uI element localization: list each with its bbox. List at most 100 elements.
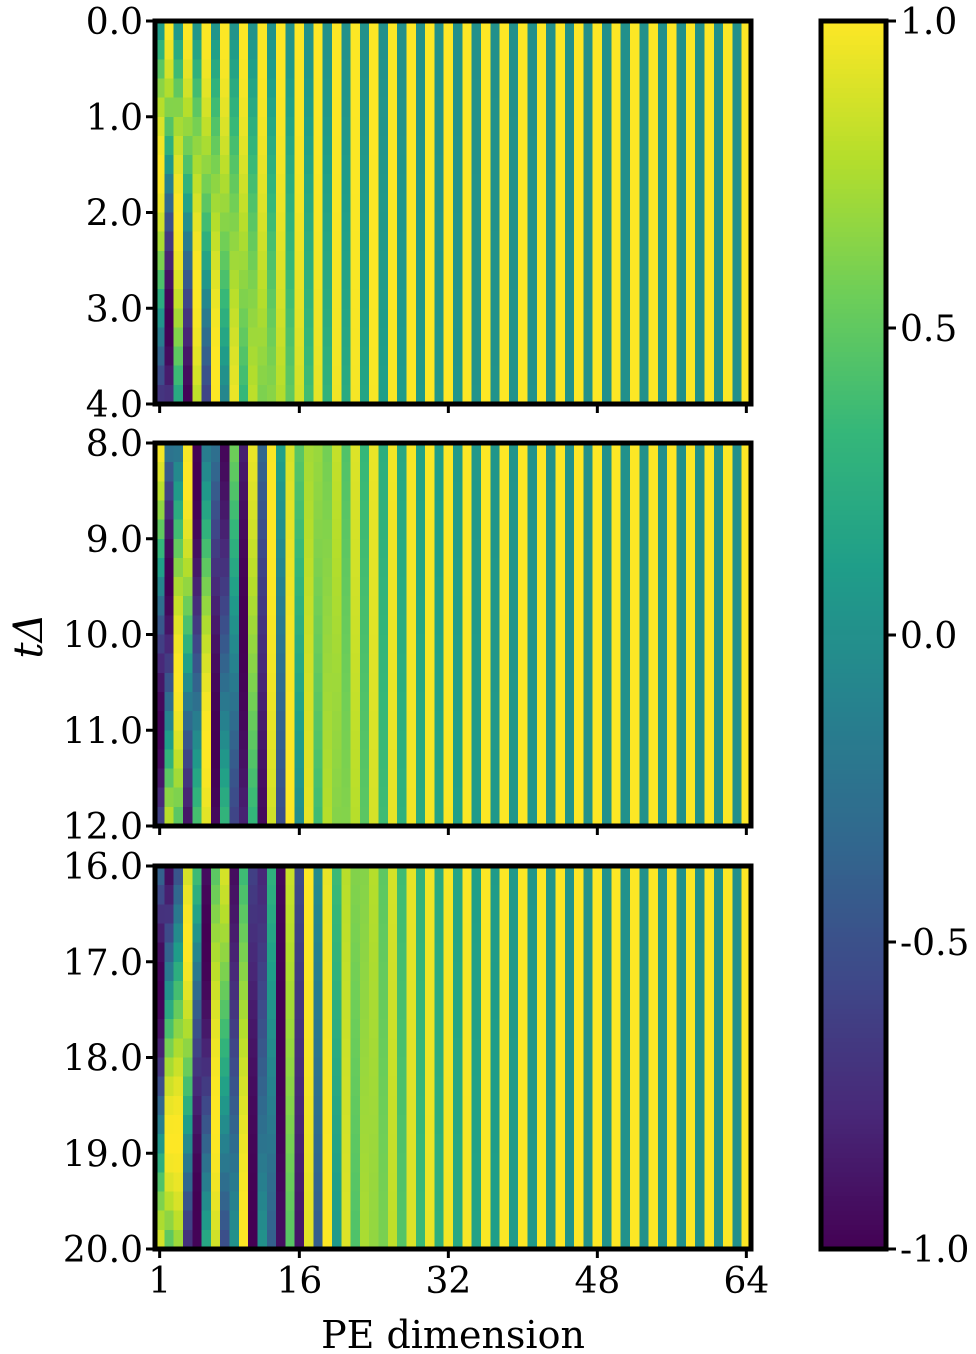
heatmap-cell [434,193,445,214]
heatmap-cell [192,1153,203,1173]
heatmap-cell [210,193,221,214]
colorbar-swatch [821,25,886,32]
heatmap-cell [210,980,221,1001]
heatmap-cell [741,749,752,770]
heatmap-cell [704,980,715,1001]
heatmap-cell [462,443,473,463]
heatmap-cell [723,462,733,482]
heatmap-cell [331,596,342,616]
heatmap-cell [453,961,463,982]
heatmap-cell [210,327,221,348]
heatmap-cell [639,135,650,156]
heatmap-cell [518,21,529,41]
heatmap-cell [425,1095,435,1116]
heatmap-cell [378,346,389,367]
heatmap-cell [341,980,352,1001]
heatmap-cell [592,885,603,905]
heatmap-cell [592,327,603,348]
heatmap-cell [480,155,491,175]
heatmap-cell [574,1229,584,1250]
heatmap-cell [518,519,529,540]
heatmap-cell [322,711,333,731]
heatmap-cell [676,885,687,905]
heatmap-cell [378,1038,389,1059]
heatmap-cell [425,250,435,271]
heatmap-cell [732,904,743,925]
heatmap-cell [285,443,296,463]
heatmap-cell [527,365,538,386]
heatmap-cell [453,481,463,502]
heatmap-cell [508,1153,519,1173]
heatmap-cell [536,1038,547,1059]
heatmap-cell [527,443,538,463]
heatmap-cell [434,1229,445,1250]
heatmap-cell [322,672,333,693]
heatmap-cell [350,1191,361,1212]
heatmap-cell [155,749,165,770]
heatmap-cell [583,768,594,789]
heatmap-cell [453,749,463,770]
colorbar: 1.00.50.0-0.5-1.0 [818,2,969,1271]
heatmap-cell [415,806,426,827]
heatmap-cell [490,40,501,60]
heatmap-cell [518,577,529,597]
heatmap-cell [471,135,482,156]
heatmap-cell [732,97,743,118]
x-tick-label: 16 [276,1261,322,1302]
heatmap-cell [182,577,193,597]
heatmap-cell [583,866,594,886]
heatmap-cell [536,443,547,463]
heatmap-cell [359,806,370,827]
heatmap-cell [182,155,193,175]
heatmap-cell [434,961,445,982]
heatmap-cell [480,174,491,194]
x-tick-label: 32 [425,1261,471,1302]
heatmap-cell [583,538,594,559]
heatmap-cell [294,1153,305,1173]
heatmap-cell [443,269,454,290]
heatmap-cell [266,653,277,674]
heatmap-cell [350,672,361,693]
heatmap-cell [182,768,193,789]
colorbar-swatch [821,1215,886,1221]
heatmap-cell [741,1153,752,1173]
heatmap-cell [313,866,324,886]
heatmap-cell [248,135,259,156]
heatmap-cell [397,577,408,597]
heatmap-cell [406,1038,417,1059]
heatmap-cell [704,97,715,118]
heatmap-cell [294,78,305,99]
heatmap-cell [294,1057,305,1078]
heatmap-cell [304,749,314,770]
heatmap-cell [564,519,575,540]
heatmap-cell [704,212,715,233]
heatmap-cell [434,634,445,655]
heatmap-cell [359,174,370,194]
colorbar-swatch [821,59,886,65]
heatmap-cell [546,596,557,616]
heatmap-cell [304,866,314,886]
heatmap-cell [499,961,510,982]
heatmap-cell [713,596,724,616]
heatmap-cell [546,711,557,731]
heatmap-cell [583,212,594,233]
heatmap-cell [667,212,678,233]
heatmap-cell [201,691,212,712]
heatmap-cell [238,691,249,712]
heatmap-cell [574,269,584,290]
heatmap-cell [220,193,231,214]
heatmap-cell [695,538,706,559]
heatmap-cell [164,346,175,367]
heatmap-cell [164,634,175,655]
heatmap-cell [304,1191,314,1212]
heatmap-cell [220,866,231,886]
heatmap-cell [359,885,370,905]
heatmap-cell [266,365,277,386]
heatmap-cell [508,59,519,80]
heatmap-cell [285,500,296,521]
heatmap-cell [425,116,435,137]
heatmap-cell [620,327,631,348]
heatmap-cell [648,1172,659,1193]
heatmap-cell [415,961,426,982]
heatmap-cell [480,672,491,693]
